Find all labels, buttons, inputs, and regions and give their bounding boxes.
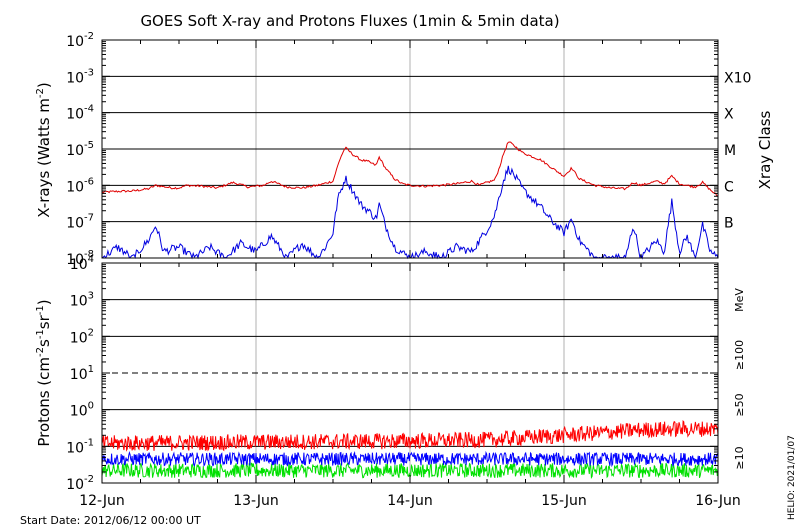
xray-y-ticks: 10-8 10-7 10-6 10-5 10-4 10-3 10-2 — [66, 31, 718, 268]
x-tick-label: 16-Jun — [695, 493, 741, 509]
xray-y-axis-label: X-rays (Watts m-2) — [35, 82, 53, 217]
start-date: Start Date: 2012/06/12 00:00 UT — [20, 514, 201, 527]
credit-label: HELIO: 2021/01/07 — [787, 435, 797, 520]
y-tick-label: 10-7 — [66, 213, 94, 232]
x-tick-label: 14-Jun — [387, 493, 433, 509]
x-tick-label: 15-Jun — [541, 493, 587, 509]
proton-energy-label: ≥100 — [733, 340, 746, 370]
x-tick-label: 13-Jun — [233, 493, 279, 509]
y-tick-label: 10-2 — [66, 474, 94, 493]
y-tick-label: 104 — [70, 254, 94, 273]
y-tick-label: 10-1 — [66, 437, 94, 456]
proton-grid — [102, 263, 718, 483]
xray-class-labels: B C M X X10 — [724, 70, 751, 231]
proton-p10-series-line — [101, 419, 719, 452]
y-tick-label: 10-3 — [66, 67, 94, 86]
xray-class-label: X10 — [724, 70, 751, 86]
xray-class-axis-title: Xray Class — [756, 110, 774, 189]
y-tick-label: 10-4 — [66, 104, 94, 123]
xray-class-label: M — [724, 143, 736, 159]
proton-energy-legend: MeV ≥100 ≥50 ≥10 — [733, 288, 746, 470]
xray-grid — [102, 40, 718, 258]
y-tick-label: 100 — [70, 401, 94, 420]
xray-class-label: B — [724, 216, 734, 232]
xray-panel: 10-8 10-7 10-6 10-5 10-4 10-3 10-2 B C M X X10 Xra… — [35, 31, 774, 268]
xray-class-label: X — [724, 107, 734, 123]
xray-long-series-line — [101, 141, 719, 197]
y-tick-label: 10-2 — [66, 31, 94, 50]
xray-class-label: C — [724, 179, 734, 195]
proton-energy-label: ≥50 — [733, 393, 746, 416]
proton-panel: 10-2 10-1 100 101 102 103 104 MeV ≥100 ≥50 ≥10 Pr… — [35, 254, 746, 493]
y-tick-label: 102 — [70, 327, 94, 346]
proton-p50-series-line — [101, 450, 719, 468]
x-tick-label: 12-Jun — [79, 493, 125, 509]
y-tick-label: 103 — [70, 291, 94, 310]
proton-y-axis-label: Protons (cm-2s-1sr-1) — [35, 299, 53, 446]
chart-title: GOES Soft X-ray and Protons Fluxes (1min… — [140, 12, 559, 30]
proton-energy-label: MeV — [733, 288, 746, 312]
y-tick-label: 10-5 — [66, 140, 94, 159]
y-tick-label: 10-6 — [66, 176, 94, 195]
proton-energy-label: ≥10 — [733, 446, 746, 469]
proton-y-ticks: 10-2 10-1 100 101 102 103 104 — [66, 254, 718, 493]
y-tick-label: 101 — [70, 364, 94, 383]
y-tick-label: 10-8 — [66, 249, 94, 268]
x-axis-ticks: 12-Jun 13-Jun 14-Jun 15-Jun 16-Jun — [79, 40, 741, 509]
